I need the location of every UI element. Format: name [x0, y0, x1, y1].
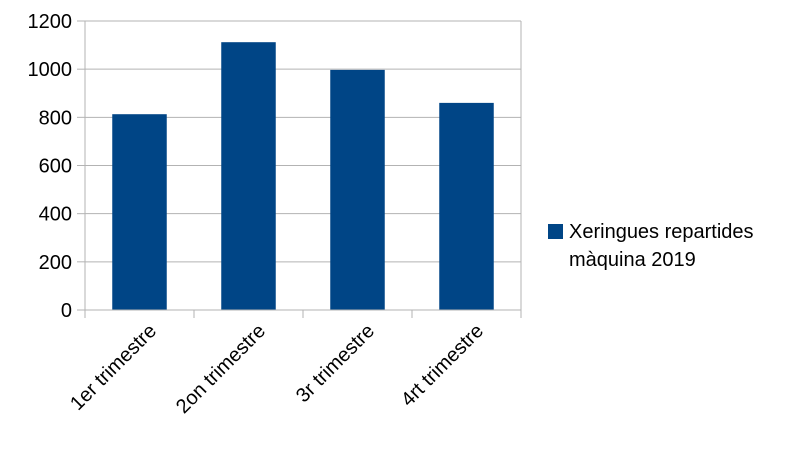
y-tick-label: 1000 [28, 59, 73, 81]
y-tick-label: 800 [39, 107, 72, 129]
x-tick-label: 2on trimestre [172, 320, 270, 418]
bar [330, 69, 385, 311]
legend-swatch [548, 224, 563, 239]
y-tick-label: 1200 [28, 11, 73, 33]
x-tick-label: 3r trimestre [292, 320, 379, 407]
legend-label: Xeringues repartides màquina 2019 [569, 221, 754, 271]
y-tick-label: 400 [39, 204, 72, 226]
bar [112, 114, 167, 310]
x-tick-label: 4rt trimestre [397, 320, 488, 411]
y-tick-label: 600 [39, 156, 72, 178]
y-tick-label: 0 [61, 300, 72, 322]
x-tick-label: 1er trimestre [66, 320, 161, 415]
legend: Xeringues repartides màquina 2019 [548, 218, 811, 274]
y-tick-label: 200 [39, 252, 72, 274]
bar [221, 42, 276, 311]
bar [439, 102, 494, 310]
